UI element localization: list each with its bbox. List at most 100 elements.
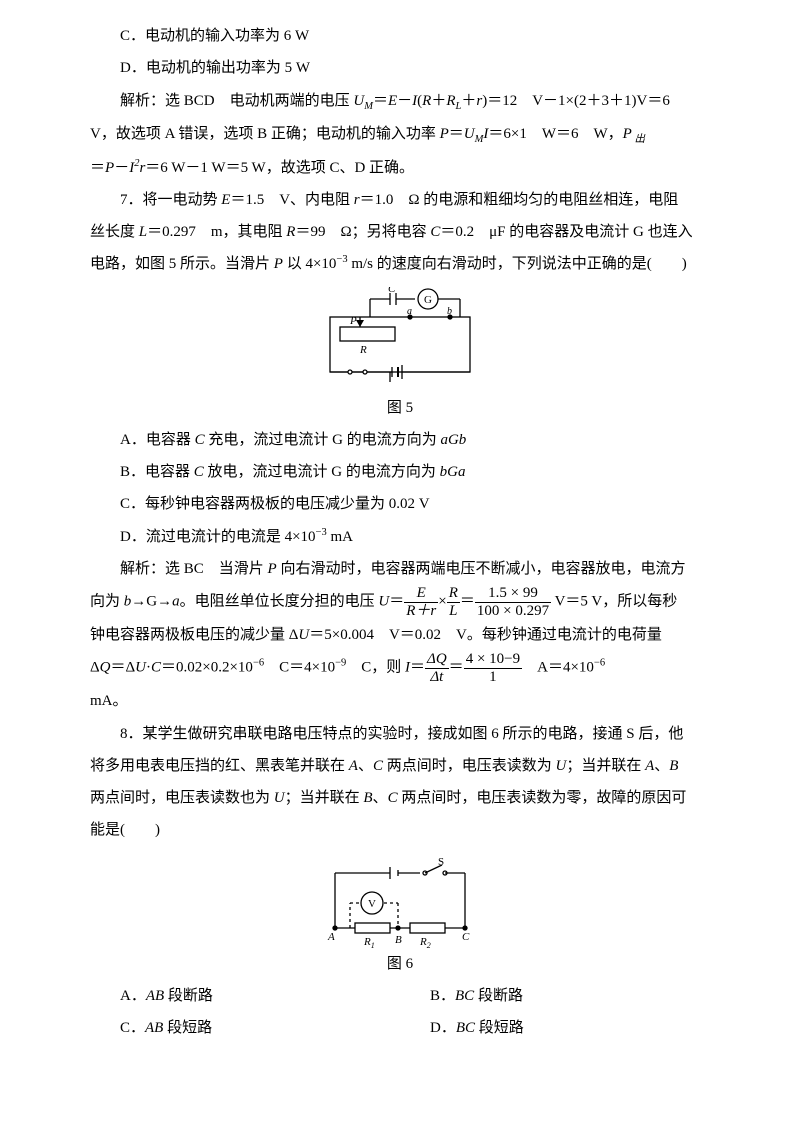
q8-stem-3: 两点间时，电压表读数也为 U；当并联在 B、C 两点间时，电压表读数为零，故障的… — [90, 782, 710, 814]
page: C．电动机的输入功率为 6 W D．电动机的输出功率为 5 W 解析：选 BCD… — [0, 0, 800, 1132]
var-Q: Q — [100, 660, 111, 676]
t: →G→ — [131, 594, 172, 610]
exp: −6 — [253, 658, 264, 669]
var-RL: RL — [446, 93, 461, 109]
t: 段断路 — [474, 988, 523, 1004]
var-a: a — [172, 594, 180, 610]
q7-sol-4: ΔQ＝ΔU·C＝0.02×0.2×10−6 C＝4×10−9 C，则 I＝ΔQΔ… — [90, 651, 710, 685]
svg-text:R1: R1 — [363, 936, 375, 948]
svg-text:P: P — [349, 315, 357, 327]
q7-stem-2: 丝长度 L＝0.297 m，其电阻 R＝99 Ω；另将电容 C＝0.2 μF 的… — [90, 216, 710, 248]
t: ；当并联在 — [566, 758, 645, 774]
exp: −3 — [336, 254, 347, 265]
svg-text:R: R — [359, 344, 367, 356]
q7-stem-1: 7．将一电动势 E＝1.5 V、内电阻 r＝1.0 Ω 的电源和粗细均匀的电阻丝… — [90, 184, 710, 216]
var-P: P — [268, 561, 277, 577]
svg-text:a: a — [407, 306, 412, 317]
t: ＝5×0.004 V＝0.02 V。每秒钟通过电流计的电荷量 — [309, 627, 662, 643]
var-C: C — [151, 660, 161, 676]
frac-R: RL — [447, 585, 460, 619]
svg-text:V: V — [368, 898, 376, 910]
exp: −6 — [594, 658, 605, 669]
q8-opt-b: B．BC 段断路 — [400, 980, 710, 1012]
var-A: A — [645, 758, 654, 774]
t: A＝4×10 — [522, 660, 594, 676]
var-P: P — [440, 126, 449, 142]
var-AB: AB — [145, 1020, 163, 1036]
svg-text:C: C — [388, 287, 396, 295]
t: ＝6×1 W＝6 W， — [488, 126, 622, 142]
var-L: L — [139, 224, 147, 240]
t: 、 — [654, 758, 669, 774]
t: － — [114, 160, 129, 176]
var-U: U — [298, 627, 309, 643]
q7-opt-c: C．每秒钟电容器两极板的电压减少量为 0.02 V — [90, 488, 710, 520]
svg-text:S: S — [438, 856, 444, 868]
t: 将多用电表电压挡的红、黑表笔并联在 — [90, 758, 349, 774]
q6-opt-d: D．电动机的输出功率为 5 W — [90, 52, 710, 84]
var-bGa: bGa — [440, 464, 466, 480]
t: 、 — [373, 790, 388, 806]
t: 钟电容器两极板电压的减少量 Δ — [90, 627, 298, 643]
exp: −9 — [335, 658, 346, 669]
t: 充电，流过电流计 G 的电流方向为 — [205, 432, 441, 448]
q8-opt-d: D．BC 段短路 — [400, 1012, 710, 1044]
t: m/s 的速度向右滑动时，下列说法中正确的是( ) — [348, 256, 687, 272]
q7-sol-1: 解析：选 BC 当滑片 P 向右滑动时，电容器两端电压不断减小，电容器放电，电流… — [90, 553, 710, 585]
t: ＝1.5 V、内电阻 — [230, 192, 353, 208]
t: ＝6 W－1 W＝5 W，故选项 C、D 正确。 — [145, 160, 414, 176]
t: ＝0.297 m，其电阻 — [147, 224, 286, 240]
var-U: U — [135, 660, 146, 676]
t: mA — [327, 529, 353, 545]
t: C． — [120, 1020, 145, 1036]
q7-sol-2: 向为 b→G→a。电阻丝单位长度分担的电压 U＝ER＋r×RL＝1.5 × 99… — [90, 585, 710, 619]
svg-text:B: B — [395, 934, 402, 946]
t: B．电容器 — [120, 464, 194, 480]
t: ＝0.2 μF 的电容器及电流计 G 也连入 — [440, 224, 692, 240]
q7-sol-5: mA。 — [90, 685, 710, 717]
svg-text:b: b — [447, 306, 452, 317]
q8-opt-a: A．AB 段断路 — [90, 980, 400, 1012]
figure-6: S V A B C R1 R2 — [90, 853, 710, 948]
q8-stem-4: 能是( ) — [90, 814, 710, 846]
t: 向为 — [90, 594, 124, 610]
svg-text:R2: R2 — [419, 936, 431, 948]
var-AB: AB — [146, 988, 164, 1004]
t: V，故选项 A 错误，选项 B 正确；电动机的输入功率 — [90, 126, 440, 142]
t: ＝ — [460, 594, 475, 610]
var-P: P — [105, 160, 114, 176]
var-R: R — [422, 93, 431, 109]
t: 7．将一电动势 — [120, 192, 221, 208]
frac-V: 4 × 10−91 — [464, 651, 522, 685]
var-U: U — [274, 790, 285, 806]
t: ＝ — [90, 160, 105, 176]
t: ＝Δ — [111, 660, 136, 676]
t: ；当并联在 — [285, 790, 364, 806]
var-A: A — [349, 758, 358, 774]
q8-opts-cd: C．AB 段短路 D．BC 段短路 — [90, 1012, 710, 1044]
t: C＝4×10 — [264, 660, 335, 676]
var-C: C — [194, 464, 204, 480]
figure-5: P R C G a b — [90, 287, 710, 392]
figure-5-caption: 图 5 — [90, 392, 710, 424]
q7-sol-3: 钟电容器两极板电压的减少量 ΔU＝5×0.004 V＝0.02 V。每秒钟通过电… — [90, 619, 710, 651]
q6-sol-1: 解析：选 BCD 电动机两端的电压 UM＝E－I(R＋RL＋r)＝12 V－1×… — [90, 85, 710, 119]
exp: −3 — [316, 527, 327, 538]
q7-opt-b: B．电容器 C 放电，流过电流计 G 的电流方向为 bGa — [90, 456, 710, 488]
t: ＋ — [461, 93, 476, 109]
var-U: U — [378, 594, 389, 610]
t: ＝ — [389, 594, 404, 610]
var-UM: UM — [353, 93, 373, 109]
t: 、 — [358, 758, 373, 774]
t: 丝长度 — [90, 224, 139, 240]
var-Pout: P 出 — [623, 126, 645, 142]
var-I2r: I2r — [129, 160, 145, 176]
q7-opt-a: A．电容器 C 充电，流过电流计 G 的电流方向为 aGb — [90, 424, 710, 456]
frac-num: 1.5 × 99100 × 0.297 — [475, 585, 551, 619]
t: 段断路 — [164, 988, 213, 1004]
var-C: C — [430, 224, 440, 240]
t: 以 4×10 — [283, 256, 336, 272]
t: 两点间时，电压表读数为 — [383, 758, 556, 774]
t: 电路，如图 5 所示。当滑片 — [90, 256, 274, 272]
var-B: B — [669, 758, 678, 774]
